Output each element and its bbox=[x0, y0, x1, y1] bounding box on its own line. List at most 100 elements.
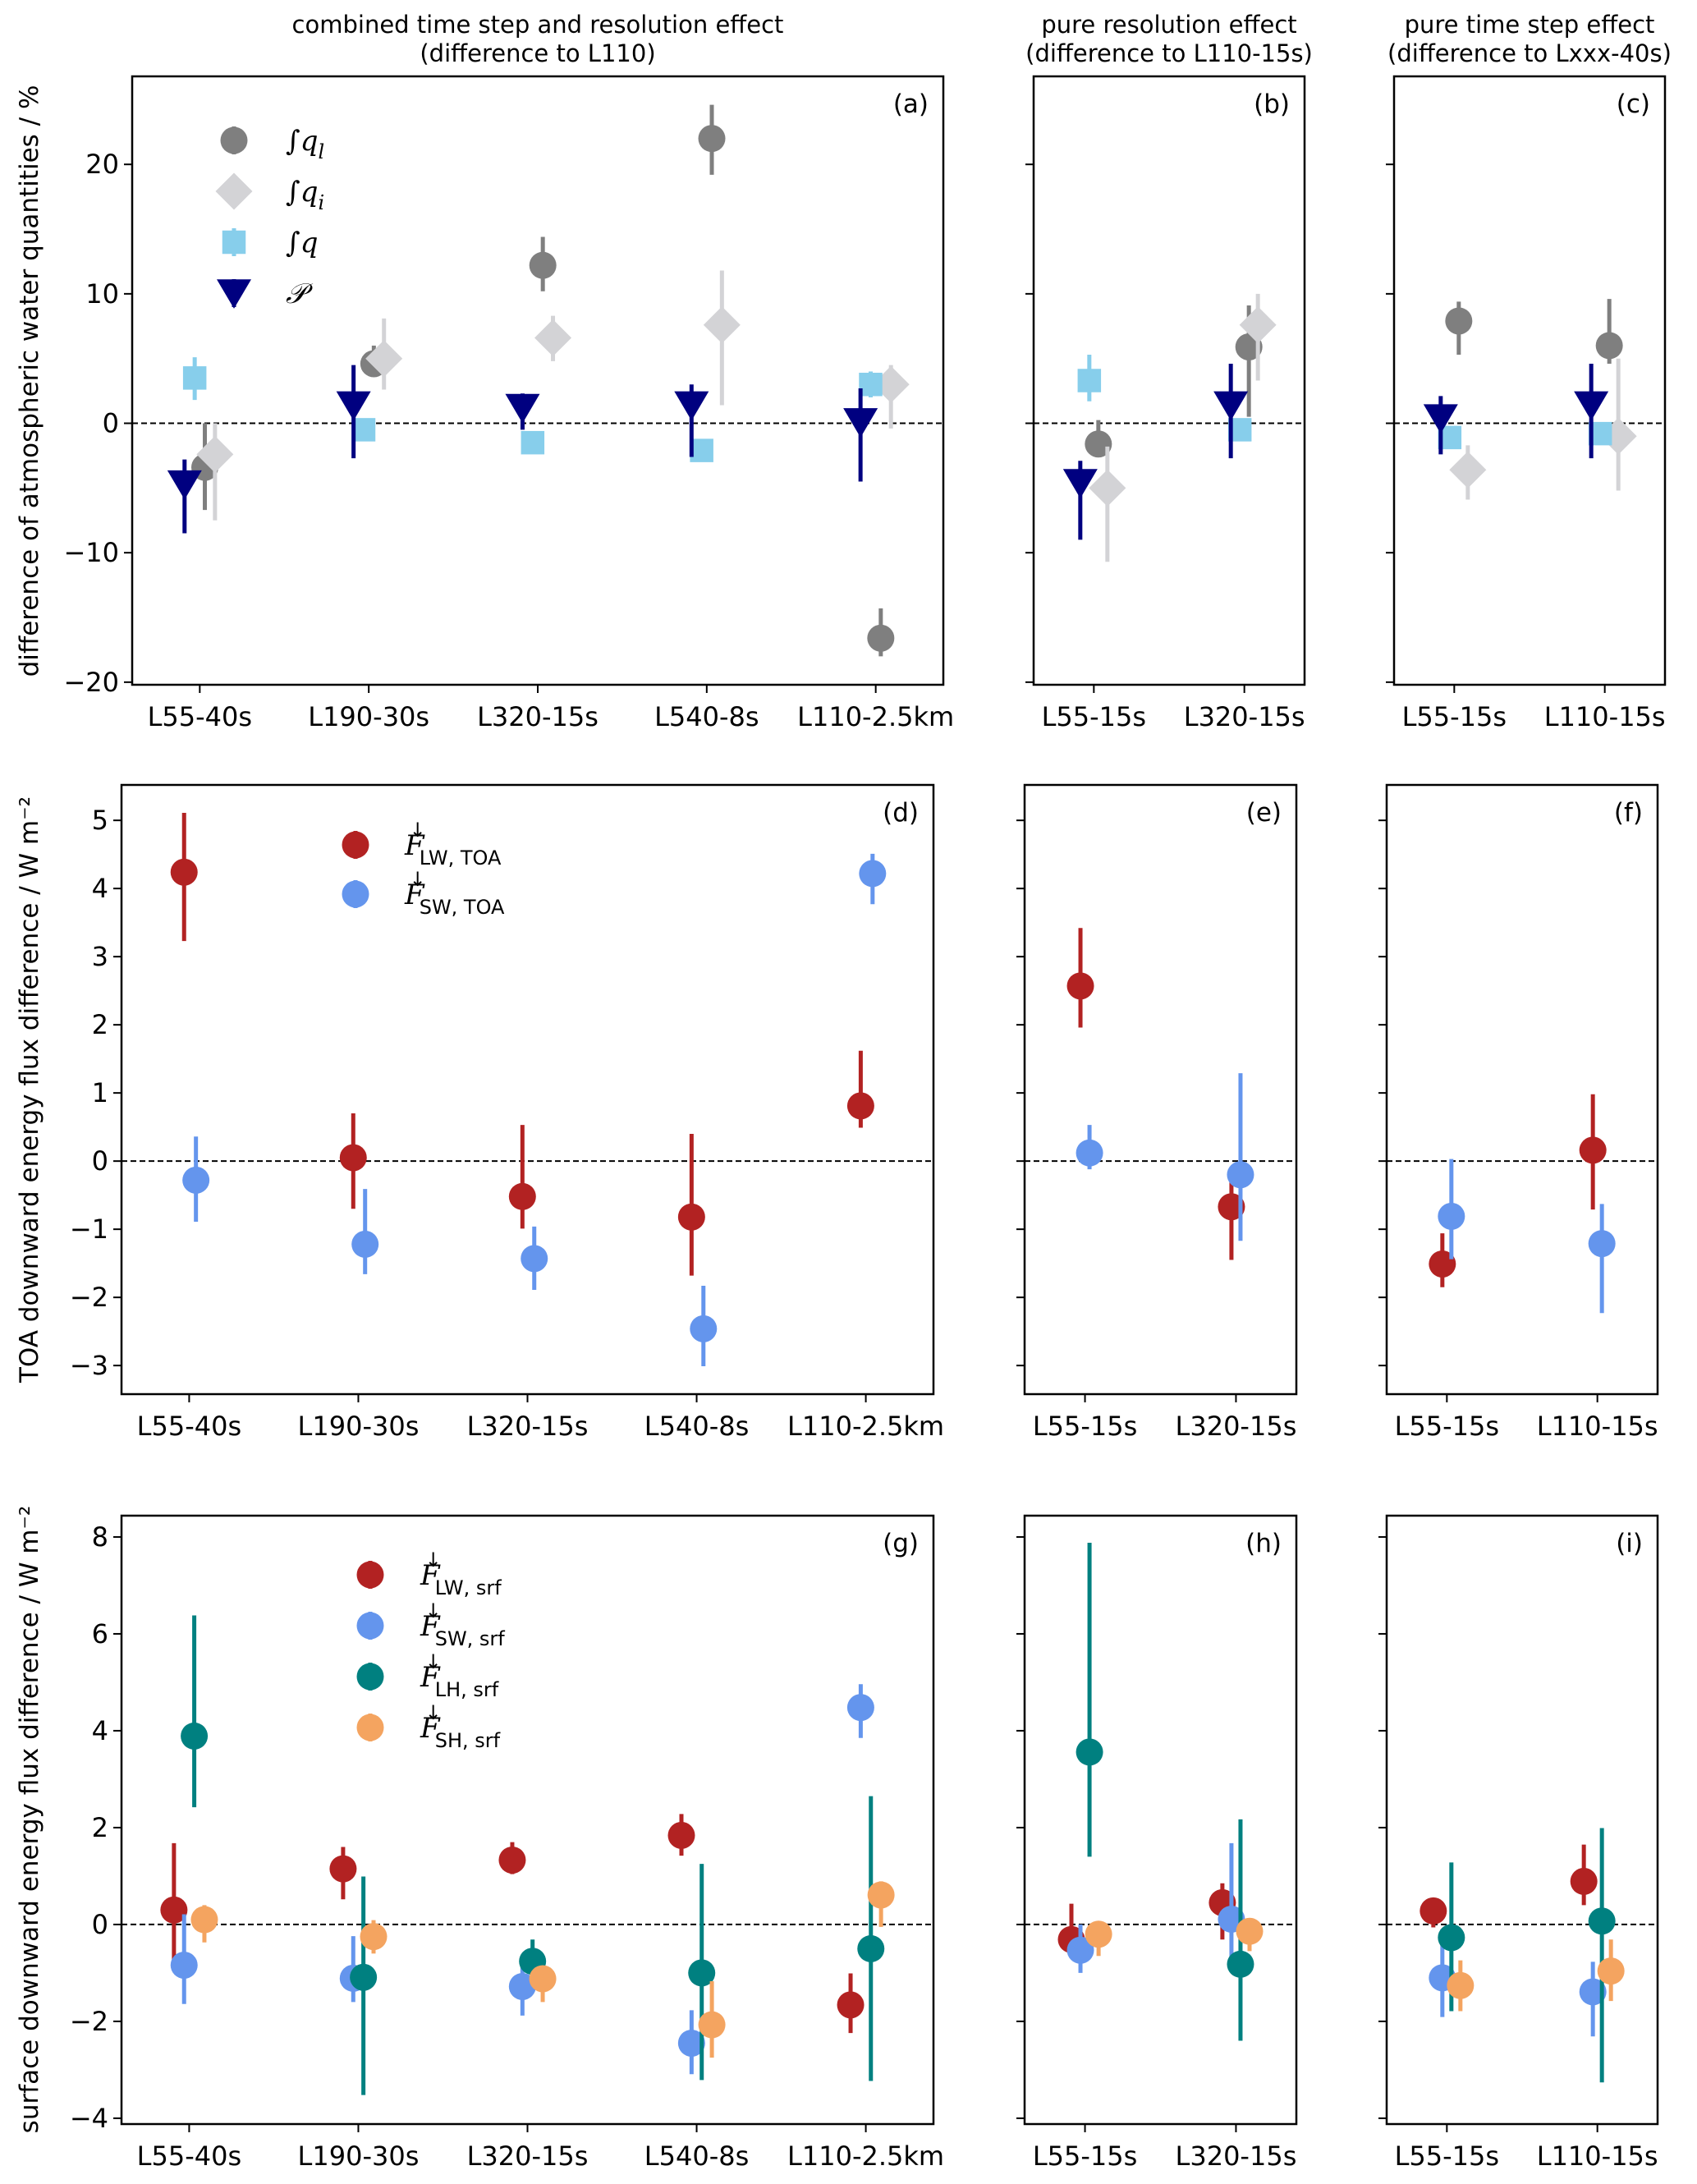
panel-h: L55-15s L320-15s (h) bbox=[1016, 1514, 1298, 2172]
y-tick-label: −3 bbox=[70, 1350, 108, 1381]
series--q-l bbox=[1445, 299, 1623, 365]
data-point bbox=[160, 1896, 188, 1924]
legend-marker-icon bbox=[215, 172, 253, 210]
legend-label-main: F bbox=[404, 879, 425, 911]
panel-a: −20 −10 0 10 20 L55-40s L190-30s L320-15s L540-8… bbox=[63, 75, 954, 732]
y-tick-label: −20 bbox=[63, 667, 119, 698]
data-point bbox=[1420, 1897, 1447, 1925]
panel-f: L55-15s L110-15s (f) bbox=[1378, 783, 1659, 1442]
legend-item: ∫ql bbox=[220, 125, 324, 163]
data-point bbox=[1066, 1936, 1094, 1964]
legend-label-sub: SW, srf bbox=[435, 1627, 506, 1650]
legend-item: ∫q bbox=[222, 227, 318, 259]
series--q-i bbox=[1089, 293, 1277, 562]
y-tick-label: 6 bbox=[92, 1618, 108, 1649]
legend-label: F↓ SW, TOA bbox=[404, 868, 505, 919]
data-point bbox=[690, 438, 713, 462]
down-arrow-icon: ↓ bbox=[425, 1650, 442, 1673]
data-point bbox=[677, 1203, 705, 1231]
legend-item: F↓ SW, TOA bbox=[342, 868, 505, 919]
series-f-sh-srf bbox=[1085, 1917, 1264, 1957]
data-point bbox=[859, 860, 887, 888]
legend-item: F↓ LW, srf bbox=[356, 1549, 502, 1599]
x-tick-label: L55-40s bbox=[137, 2140, 241, 2172]
data-point bbox=[1077, 369, 1102, 392]
data-point bbox=[1076, 1139, 1103, 1167]
series-p bbox=[1423, 364, 1609, 459]
data-point bbox=[336, 391, 371, 421]
legend-label-main: F bbox=[404, 829, 425, 862]
legend-label-main: ∫q bbox=[286, 176, 318, 209]
axes-frame bbox=[131, 75, 945, 686]
panel-label: (h) bbox=[1245, 1529, 1282, 1558]
data-point bbox=[1570, 1867, 1598, 1895]
series-f-sh-srf bbox=[1447, 1939, 1625, 2012]
data-point bbox=[190, 1906, 218, 1934]
series-f-lw-srf bbox=[1420, 1844, 1598, 1928]
legend-label-main: F bbox=[420, 1610, 441, 1643]
down-arrow-icon: ↓ bbox=[410, 868, 426, 891]
data-point bbox=[677, 2029, 705, 2057]
data-point bbox=[1588, 1230, 1616, 1258]
legend-label-sub: SW, TOA bbox=[420, 896, 505, 919]
x-tick-label: L55-40s bbox=[137, 1411, 241, 1442]
panel-label: (g) bbox=[883, 1529, 919, 1558]
axes-frame bbox=[1023, 1514, 1298, 2126]
legend-marker-icon bbox=[356, 1561, 384, 1589]
legend-label-main: F bbox=[420, 1661, 441, 1694]
data-point bbox=[857, 1934, 885, 1962]
down-arrow-icon: ↓ bbox=[425, 1701, 442, 1724]
legend-label-sub: SH, srf bbox=[435, 1729, 501, 1752]
data-point bbox=[1085, 1920, 1112, 1948]
y-tick-label: 0 bbox=[92, 1909, 108, 1940]
y-tick-label: −2 bbox=[70, 1282, 108, 1313]
series-f-sw-toa bbox=[182, 853, 887, 1366]
series-p bbox=[1062, 364, 1249, 540]
plot-area bbox=[1025, 785, 1296, 1394]
series-f-lw-toa bbox=[170, 813, 874, 1276]
x-tick-label: L110-2.5km bbox=[787, 2140, 944, 2172]
series--q bbox=[1077, 354, 1252, 442]
data-point bbox=[170, 1951, 198, 1979]
data-point bbox=[182, 1166, 210, 1194]
y-tick-label: 4 bbox=[92, 873, 108, 904]
y-tick-label: 2 bbox=[92, 1812, 108, 1843]
title-panel-c: pure time step effect (difference to Lxx… bbox=[1387, 11, 1672, 67]
x-tick-label: L320-15s bbox=[1176, 2140, 1297, 2172]
x-tick-label: L55-15s bbox=[1033, 1411, 1137, 1442]
data-point bbox=[1438, 1202, 1465, 1230]
data-point bbox=[521, 1245, 548, 1273]
data-point bbox=[1227, 1950, 1254, 1978]
y-tick-label: 0 bbox=[92, 1145, 108, 1177]
legend-item: F↓ SH, srf bbox=[356, 1701, 501, 1752]
data-point bbox=[843, 408, 878, 438]
data-point bbox=[1449, 451, 1487, 489]
x-tick-label: L55-15s bbox=[1033, 2140, 1137, 2172]
data-point bbox=[1595, 332, 1623, 360]
legend-marker-icon bbox=[217, 279, 251, 309]
y-tick-label: −2 bbox=[70, 2006, 108, 2037]
panel-label: (c) bbox=[1617, 89, 1650, 119]
y-tick-label: −4 bbox=[70, 2103, 108, 2134]
panel-label: (a) bbox=[893, 89, 929, 119]
data-point bbox=[1066, 972, 1094, 1000]
title-line-2: (difference to L110) bbox=[420, 39, 655, 67]
x-tick-label: L110-2.5km bbox=[797, 701, 954, 732]
panel-i: L55-15s L110-15s (i) bbox=[1378, 1514, 1659, 2172]
legend-label-sub: i bbox=[318, 191, 324, 214]
x-tick-label: L540-8s bbox=[644, 1411, 749, 1442]
series-f-sh-srf bbox=[190, 1881, 895, 2058]
x-tick-label: L55-15s bbox=[1395, 1411, 1499, 1442]
panel-label: (e) bbox=[1246, 798, 1282, 828]
data-point bbox=[1239, 306, 1277, 344]
x-tick-label: L320-15s bbox=[1176, 1411, 1297, 1442]
data-point bbox=[167, 470, 202, 500]
panel-d: −3 −2 −1 0 1 2 3 4 5 L55-40s L190-30s L320-15s L540-… bbox=[70, 783, 944, 1442]
data-point bbox=[859, 372, 883, 397]
title-line-1: combined time step and resolution effect bbox=[292, 11, 784, 39]
legend-marker-icon bbox=[356, 1663, 384, 1691]
axes-frame bbox=[1385, 783, 1659, 1396]
legend-label: ∫q bbox=[286, 227, 318, 259]
